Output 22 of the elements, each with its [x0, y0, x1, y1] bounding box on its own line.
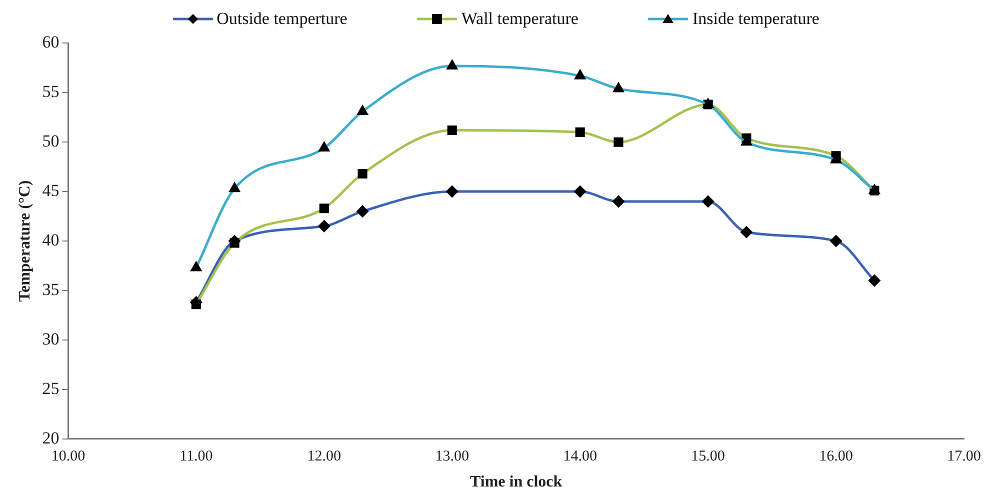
- y-tick-label: 45: [42, 181, 60, 200]
- x-axis-title: Time in clock: [470, 474, 562, 491]
- x-tick-label: 17.00: [947, 448, 981, 465]
- x-tick-label: 13.00: [435, 448, 469, 465]
- y-tick-label: 30: [42, 329, 60, 348]
- x-tick-label: 12.00: [307, 448, 342, 465]
- x-tick-label: 10.00: [51, 448, 86, 465]
- y-tick-label: 25: [42, 378, 60, 398]
- x-tick-label: 14.00: [563, 448, 597, 465]
- legend-label: Outside temperture: [216, 9, 348, 29]
- y-tick-label: 60: [42, 32, 60, 52]
- y-tick-label: 55: [42, 82, 60, 102]
- x-tick-label: 15.00: [691, 448, 725, 465]
- y-tick-label: 35: [42, 280, 60, 299]
- y-tick-label: 40: [42, 230, 60, 250]
- y-tick-label: 50: [42, 132, 60, 151]
- y-tick-label: 20: [42, 428, 60, 448]
- x-tick-label: 11.00: [180, 448, 213, 465]
- legend-label: Inside temperature: [692, 9, 820, 29]
- x-tick-label: 16.00: [819, 448, 853, 465]
- legend-label: Wall temperature: [461, 9, 578, 29]
- y-axis-title: Temperature (°C): [16, 180, 34, 302]
